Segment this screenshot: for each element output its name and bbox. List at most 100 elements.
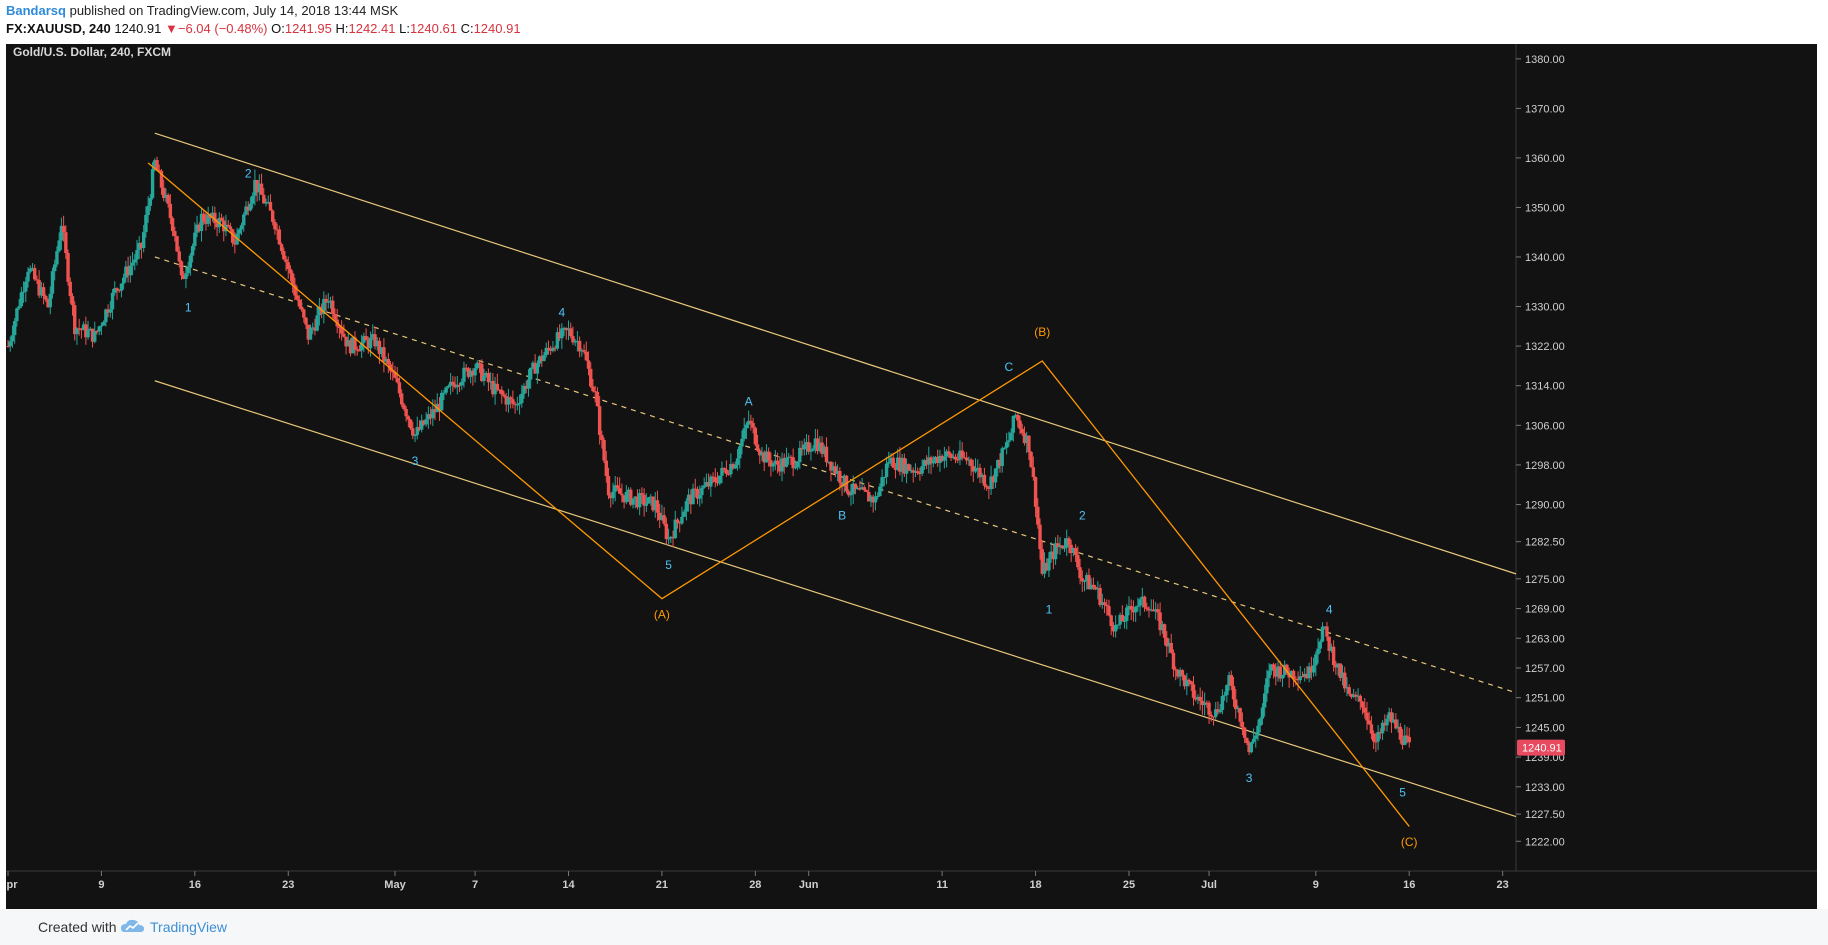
candle-body [195,224,199,233]
candle-body [838,470,842,483]
candle-body [186,267,190,274]
candle-body [786,456,791,458]
price-chart[interactable]: 1222.001227.501233.001239.001245.001251.… [0,44,1817,909]
candle-body [24,281,28,292]
candle-body [1211,716,1216,718]
candle-body [97,326,101,332]
candle-body [133,259,137,263]
candle-body [851,483,855,495]
candle-body [996,459,1000,469]
wave-line [147,162,1410,827]
candle-body [673,519,677,539]
candle-body [520,393,524,404]
candle-body [1165,637,1169,647]
candle-body [1129,605,1133,610]
candle-body [295,295,299,300]
candle-body [1085,575,1089,581]
candle-body [135,249,139,260]
channel-upper-line [154,132,1517,575]
candle-body [978,467,982,478]
candle-body [357,350,362,352]
candle-body [878,486,882,497]
candle-body [362,336,366,343]
candle-body [513,403,517,405]
candle-body [215,223,219,228]
candle-body [1033,477,1038,507]
candle-body [1176,669,1180,677]
candle-body [936,456,940,463]
y-tick-label: 1282.50 [1525,537,1565,549]
candle-body [333,314,337,320]
candle-body [326,301,330,303]
candle-body [210,212,215,219]
candle-body [1351,694,1356,697]
candle-body [911,470,915,473]
author-link[interactable]: Bandarsq [6,3,66,18]
wave-label: 3 [412,454,419,468]
candle-body [508,397,513,400]
candle-body [48,293,52,308]
candle-body [1327,636,1331,651]
candle-body [1089,584,1093,590]
candle-body [642,494,646,506]
candle-body [742,428,746,439]
x-tick-label: 28 [749,879,761,891]
candle-body [339,328,344,334]
candle-body [900,458,904,472]
candle-body [617,488,622,494]
candle-body [967,459,971,461]
candle-body [813,438,818,449]
candle-body [551,347,555,351]
chart-area[interactable]: 1222.00 1227.50 1233.00 1239.00 1245.00 1251.… [0,44,1817,909]
candle-body [782,458,786,467]
candle-body [1018,420,1022,429]
candle-body [895,457,900,470]
open-label: O: [271,21,285,36]
candle-body [738,446,742,459]
candle-body [12,321,17,336]
candle-body [1358,695,1363,702]
candle-body [377,340,382,354]
candle-body [831,466,835,471]
candle-body [428,414,433,419]
candle-body [37,280,41,296]
candle-body [39,287,44,296]
candle-body [484,372,488,376]
symbol-name: FX:XAUUSD, 240 [6,21,111,36]
candle-body [93,330,97,342]
candle-body [1151,609,1156,612]
candle-body [88,328,92,331]
candle-body [544,347,548,356]
candle-body [1207,702,1211,715]
candle-body [1276,666,1280,677]
candle-body [827,461,831,463]
candle-body [66,253,70,282]
candle-body [455,384,459,388]
candle-body [835,470,840,474]
wave-label: C [1005,360,1014,374]
candle-body [557,332,562,339]
candle-body [889,457,893,463]
candle-body [729,464,733,475]
candle-body [891,457,895,468]
tradingview-cloud-icon[interactable] [120,917,146,937]
candle-body [324,298,328,303]
candle-body [675,519,680,523]
candle-body [1180,670,1185,676]
wave-label: 2 [1079,508,1086,522]
y-tick-label: 1245.00 [1525,722,1565,734]
candle-body [624,492,629,503]
x-tick-label: 16 [1403,879,1415,891]
candle-body [973,469,978,472]
candle-body [262,194,266,204]
last-price-tag [1517,739,1565,756]
candle-body [893,467,898,470]
candle-body [419,420,424,430]
candle-body [862,487,867,491]
candle-body [1247,743,1251,753]
tradingview-brand-link[interactable]: TradingView [150,919,228,935]
candle-body [1340,672,1345,678]
candle-body [179,261,184,276]
candle-body [1171,652,1176,670]
candle-body [315,315,319,331]
